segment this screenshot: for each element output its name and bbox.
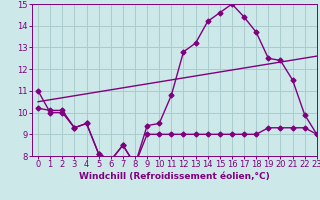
X-axis label: Windchill (Refroidissement éolien,°C): Windchill (Refroidissement éolien,°C) <box>79 172 270 181</box>
